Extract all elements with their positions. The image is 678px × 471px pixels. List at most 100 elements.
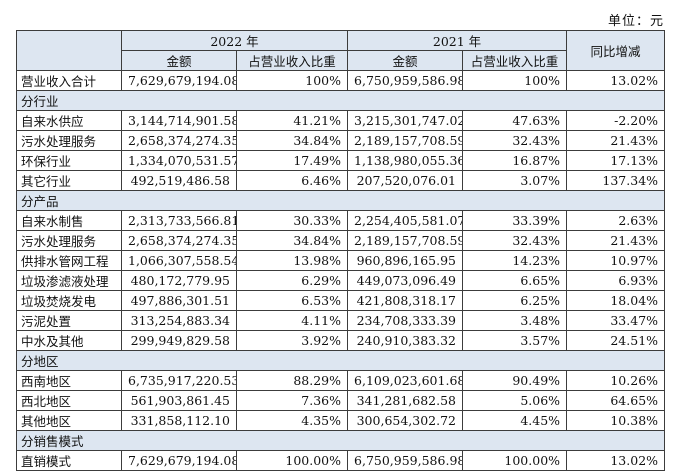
change-cell: 13.02% — [566, 450, 666, 471]
amount-2022-cell: 2,313,733,566.81 — [121, 210, 237, 231]
table-row: 供排水管网工程 1,066,307,558.54 13.98% 960,896,165… — [16, 250, 666, 271]
section-header-row: 分地区 — [15, 350, 666, 371]
row-label: 污水处理服务 — [16, 230, 122, 251]
amount-2021-cell: 1,138,980,055.36 — [347, 150, 464, 171]
change-cell: 10.38% — [566, 410, 666, 431]
share-2021-cell: 32.43% — [462, 230, 568, 251]
header-blank-cell — [16, 30, 122, 71]
amount-2021-cell: 2,189,157,708.59 — [347, 130, 464, 151]
change-cell: 10.26% — [566, 370, 666, 391]
amount-2022-cell: 2,658,374,274.35 — [121, 130, 237, 151]
change-cell: 24.51% — [566, 330, 666, 351]
row-label: 环保行业 — [16, 150, 122, 171]
amount-2021-cell: 6,750,959,586.98 — [347, 70, 464, 91]
share-2022-cell: 100% — [235, 70, 349, 91]
amount-2022-cell: 1,066,307,558.54 — [121, 250, 237, 271]
share-2022-cell: 13.98% — [235, 250, 349, 271]
table-row: 其他地区 331,858,112.10 4.35% 300,654,302.72 4.4… — [16, 410, 666, 431]
row-label: 中水及其他 — [16, 330, 122, 351]
amount-2021-cell: 234,708,333.39 — [347, 310, 464, 331]
change-cell: 137.34% — [566, 170, 666, 191]
table-row: 环保行业 1,334,070,531.57 17.49% 1,138,980,055.… — [16, 150, 666, 171]
change-cell: 21.43% — [566, 230, 666, 251]
amount-2021-cell: 6,109,023,601.68 — [347, 370, 464, 391]
table-row: 污水处理服务 2,658,374,274.35 34.84% 2,189,157,70… — [16, 130, 666, 151]
amount-2021-cell: 240,910,383.32 — [347, 330, 464, 351]
share-2022-cell: 34.84% — [235, 130, 349, 151]
header-year-2021: 2021 年 — [347, 30, 568, 51]
row-label: 其他地区 — [16, 410, 122, 431]
unit-label: 单位：元 — [607, 14, 664, 29]
amount-2021-cell: 449,073,096.49 — [347, 270, 464, 291]
section-header-row: 分销售模式 — [15, 430, 666, 451]
row-label: 其它行业 — [16, 170, 122, 191]
section-title: 分行业 — [15, 90, 666, 111]
share-2021-cell: 3.48% — [462, 310, 568, 331]
share-2021-cell: 3.07% — [462, 170, 568, 191]
share-2022-cell: 3.92% — [235, 330, 349, 351]
amount-2022-cell: 1,334,070,531.57 — [121, 150, 237, 171]
row-label: 垃圾焚烧发电 — [16, 290, 122, 311]
share-2022-cell: 6.46% — [235, 170, 349, 191]
share-2022-cell: 30.33% — [235, 210, 349, 231]
row-label: 西南地区 — [16, 370, 122, 391]
share-2021-cell: 90.49% — [462, 370, 568, 391]
share-2022-cell: 17.49% — [235, 150, 349, 171]
total-row: 营业收入合计 7,629,679,194.08 100% 6,750,959,5… — [16, 70, 666, 91]
change-cell: 6.93% — [566, 270, 666, 291]
change-cell: 21.43% — [566, 130, 666, 151]
table-row: 垃圾焚烧发电 497,886,301.51 6.53% 421,808,318.17 6… — [16, 290, 666, 311]
section-title: 分产品 — [15, 190, 666, 211]
change-cell: 18.04% — [566, 290, 666, 311]
change-cell: 33.47% — [566, 310, 666, 331]
change-cell: 17.13% — [566, 150, 666, 171]
row-label: 垃圾渗滤液处理 — [16, 270, 122, 291]
header-share-2021: 占营业收入比重 — [462, 50, 568, 71]
amount-2021-cell: 2,254,405,581.07 — [347, 210, 464, 231]
header-amount-2022: 金额 — [121, 50, 237, 71]
share-2021-cell: 32.43% — [462, 130, 568, 151]
amount-2021-cell: 207,520,076.01 — [347, 170, 464, 191]
share-2021-cell: 100% — [462, 70, 568, 91]
table-body: 营业收入合计 7,629,679,194.08 100% 6,750,959,5… — [15, 70, 666, 471]
section-title: 分地区 — [15, 350, 666, 371]
section-header-row: 分产品 — [15, 190, 666, 211]
amount-2022-cell: 492,519,486.58 — [121, 170, 237, 191]
share-2022-cell: 100.00% — [235, 450, 349, 471]
change-cell: 10.97% — [566, 250, 666, 271]
amount-2022-cell: 480,172,779.95 — [121, 270, 237, 291]
amount-2021-cell: 300,654,302.72 — [347, 410, 464, 431]
amount-2021-cell: 2,189,157,708.59 — [347, 230, 464, 251]
table-row: 垃圾渗滤液处理 480,172,779.95 6.29% 449,073,096.49… — [16, 270, 666, 291]
table-row: 西北地区 561,903,861.45 7.36% 341,281,682.58 5.0… — [16, 390, 666, 411]
revenue-table: 2022 年 2021 年 同比增减 金额 占营业收入比重 金额 占营业收入比重… — [15, 30, 666, 471]
share-2021-cell: 5.06% — [462, 390, 568, 411]
share-2021-cell: 14.23% — [462, 250, 568, 271]
change-cell: -2.20% — [566, 110, 666, 131]
section-header-row: 分行业 — [15, 90, 666, 111]
share-2021-cell: 4.45% — [462, 410, 568, 431]
row-label: 污泥处置 — [16, 310, 122, 331]
share-2022-cell: 41.21% — [235, 110, 349, 131]
row-label: 污水处理服务 — [16, 130, 122, 151]
amount-2022-cell: 313,254,883.34 — [121, 310, 237, 331]
table-row: 污泥处置 313,254,883.34 4.11% 234,708,333.39 3.4… — [16, 310, 666, 331]
table-row: 其它行业 492,519,486.58 6.46% 207,520,076.01 3.0… — [16, 170, 666, 191]
table-row: 直销模式 7,629,679,194.08 100.00% 6,750,959,586… — [16, 450, 666, 471]
share-2022-cell: 4.11% — [235, 310, 349, 331]
row-label: 供排水管网工程 — [16, 250, 122, 271]
share-2022-cell: 4.35% — [235, 410, 349, 431]
amount-2021-cell: 960,896,165.95 — [347, 250, 464, 271]
share-2021-cell: 100.00% — [462, 450, 568, 471]
amount-2022-cell: 497,886,301.51 — [121, 290, 237, 311]
share-2022-cell: 6.29% — [235, 270, 349, 291]
table-row: 中水及其他 299,949,829.58 3.92% 240,910,383.32 3.… — [16, 330, 666, 351]
header-share-2022: 占营业收入比重 — [235, 50, 349, 71]
amount-2021-cell: 421,808,318.17 — [347, 290, 464, 311]
amount-2021-cell: 6,750,959,586.98 — [347, 450, 464, 471]
header-year-2022: 2022 年 — [120, 30, 349, 51]
table-row: 自来水供应 3,144,714,901.58 41.21% 3,215,301,747… — [16, 110, 666, 131]
row-label: 自来水供应 — [16, 110, 122, 131]
share-2021-cell: 6.25% — [462, 290, 568, 311]
section-title: 分销售模式 — [15, 430, 666, 451]
